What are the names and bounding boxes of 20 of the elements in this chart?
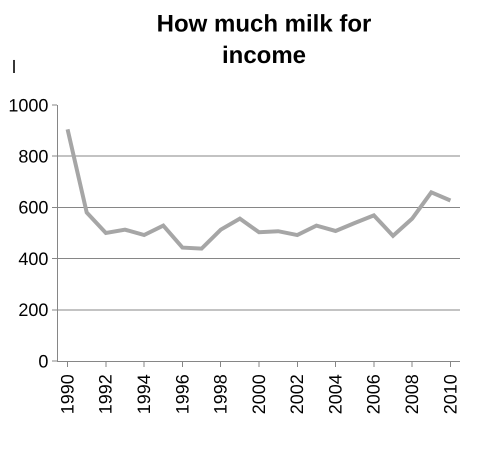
x-tick-label: 2008 xyxy=(402,374,422,414)
chart-title: How much milk for income xyxy=(156,10,372,69)
x-tick-label: 2006 xyxy=(364,374,384,414)
y-tick-label: 400 xyxy=(18,248,48,269)
x-tick-label: 1998 xyxy=(210,374,231,414)
x-tick-label: 1992 xyxy=(96,374,116,414)
x-tick-label: 2010 xyxy=(440,374,460,414)
y-tick-label: 0 xyxy=(38,351,48,372)
line-series xyxy=(66,127,452,251)
x-tick-label: 1994 xyxy=(134,374,154,414)
y-tick-label: 200 xyxy=(18,300,48,320)
y-tick-label: 600 xyxy=(18,198,48,218)
x-tick-label: 1996 xyxy=(172,374,192,414)
x-tick-label: 2004 xyxy=(325,374,346,414)
x-tick-label: 2000 xyxy=(248,374,269,414)
x-tick-label: 1990 xyxy=(57,374,78,414)
x-tick-label: 2002 xyxy=(287,374,308,414)
y-axis-title: l xyxy=(12,57,16,77)
y-tick-label: 1000 xyxy=(8,95,48,116)
y-tick-label: 800 xyxy=(18,146,48,166)
